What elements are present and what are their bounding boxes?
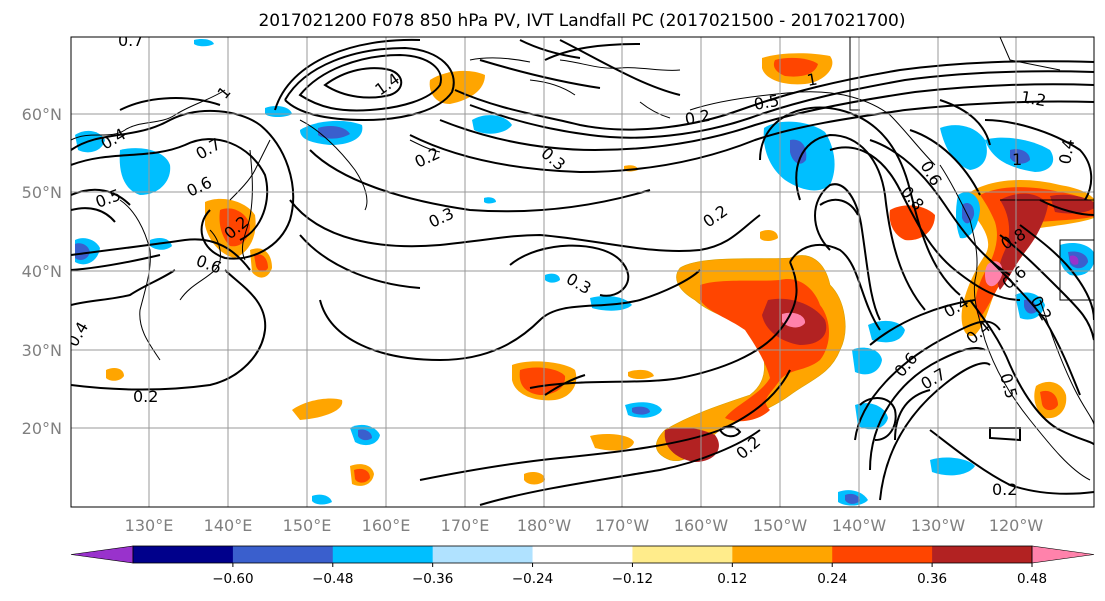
colorbar-tick-labels: −0.60 −0.48 −0.36 −0.24 −0.12 0.12 0.24 0.36 0.4… <box>212 563 1047 587</box>
lon-label: 170°W <box>595 516 650 535</box>
contour-label: 0.2 <box>133 387 158 406</box>
colorbar-tick-label: −0.60 <box>212 571 253 587</box>
lon-label: 130°W <box>911 516 966 535</box>
longitude-labels: 130°E 140°E 150°E 160°E 170°E 180°W 170°… <box>125 516 1044 535</box>
map-frame <box>70 36 1095 508</box>
map-title: 2017021200 F078 850 hPa PV, IVT Landfall… <box>258 11 905 31</box>
colorbar-swatch <box>732 546 833 563</box>
lon-label: 140°E <box>204 516 253 535</box>
lon-label: 160°E <box>362 516 411 535</box>
colorbar-swatch <box>232 546 334 563</box>
colorbar-tick-label: −0.36 <box>412 571 453 587</box>
colorbar-tick-label: 0.12 <box>717 571 747 587</box>
colorbar-swatch <box>532 546 633 563</box>
gridlines <box>71 37 1094 507</box>
colorbar-swatch <box>133 546 234 563</box>
lon-label: 170°E <box>441 516 490 535</box>
lon-label: 130°E <box>125 516 174 535</box>
colorbar-tick-label: 0.36 <box>917 571 947 587</box>
colorbar-swatch <box>832 546 933 563</box>
lon-label: 120°W <box>989 516 1044 535</box>
contour-label: 1 <box>1012 150 1022 169</box>
lat-label: 60°N <box>22 105 62 124</box>
lat-label: 20°N <box>22 419 62 438</box>
colorbar-tick-label: −0.12 <box>612 571 653 587</box>
colorbar-extend-low <box>70 545 134 564</box>
contour-label: 1.2 <box>1019 87 1047 110</box>
colorbar-swatch <box>932 546 1033 563</box>
coastlines <box>71 37 1094 481</box>
lat-label: 40°N <box>22 262 62 281</box>
lon-label: 160°W <box>674 516 729 535</box>
contour-label: 0.2 <box>992 480 1017 499</box>
colorbar-tick-label: 0.24 <box>817 571 847 587</box>
map-area: 0.7 1 1.4 0.2 0.4 0.6 0.7 0.6 0.5 0.4 0.… <box>71 31 1094 507</box>
latitude-labels: 60°N 50°N 40°N 30°N 20°N <box>22 105 62 438</box>
pv-shading-sw-tail <box>664 427 719 462</box>
contour-label: 0.5 <box>752 91 780 114</box>
lat-label: 50°N <box>22 183 62 202</box>
contour-label: 1 <box>805 69 818 89</box>
contour-label: 0.2 <box>683 106 711 129</box>
colorbar <box>70 545 1095 564</box>
colorbar-tick-label: −0.24 <box>512 571 553 587</box>
contour-label: 0.4 <box>1055 137 1078 165</box>
colorbar-extend-high <box>1031 545 1095 564</box>
lon-label: 150°E <box>283 516 332 535</box>
lat-label: 30°N <box>22 341 62 360</box>
lon-label: 140°W <box>832 516 887 535</box>
colorbar-tick-label: −0.48 <box>312 571 353 587</box>
pv-shading-peak-central <box>782 312 806 328</box>
lon-label: 150°W <box>753 516 808 535</box>
colorbar-tick-label: 0.48 <box>1017 571 1047 587</box>
contour-label: 0.7 <box>118 31 143 50</box>
lon-label: 180°W <box>517 516 572 535</box>
colorbar-swatch <box>332 546 434 563</box>
colorbar-outline <box>132 545 1033 564</box>
colorbar-swatch <box>432 546 534 563</box>
colorbar-swatch <box>632 546 733 563</box>
